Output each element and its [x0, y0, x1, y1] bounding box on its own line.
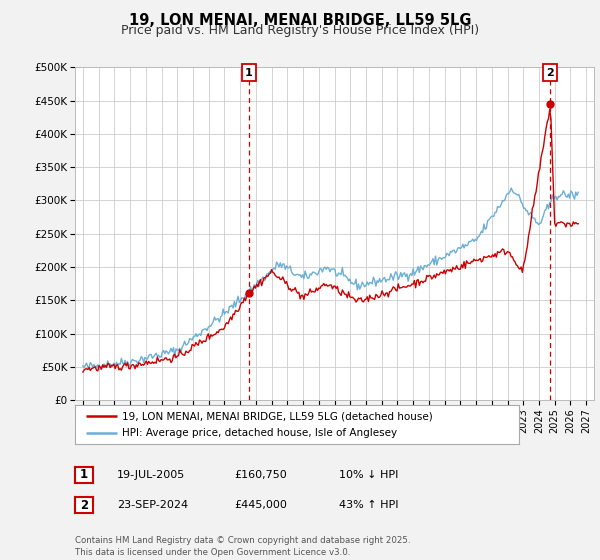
Text: 2: 2: [80, 498, 88, 512]
Text: Contains HM Land Registry data © Crown copyright and database right 2025.
This d: Contains HM Land Registry data © Crown c…: [75, 536, 410, 557]
Text: £445,000: £445,000: [234, 500, 287, 510]
Text: 1: 1: [80, 468, 88, 482]
Text: 23-SEP-2024: 23-SEP-2024: [117, 500, 188, 510]
Text: 10% ↓ HPI: 10% ↓ HPI: [339, 470, 398, 480]
Text: HPI: Average price, detached house, Isle of Anglesey: HPI: Average price, detached house, Isle…: [122, 428, 397, 438]
Text: 19, LON MENAI, MENAI BRIDGE, LL59 5LG (detached house): 19, LON MENAI, MENAI BRIDGE, LL59 5LG (d…: [122, 411, 433, 421]
Text: 19-JUL-2005: 19-JUL-2005: [117, 470, 185, 480]
Text: £160,750: £160,750: [234, 470, 287, 480]
Text: 43% ↑ HPI: 43% ↑ HPI: [339, 500, 398, 510]
Text: 2: 2: [547, 68, 554, 77]
Text: Price paid vs. HM Land Registry's House Price Index (HPI): Price paid vs. HM Land Registry's House …: [121, 24, 479, 37]
Text: 1: 1: [245, 68, 253, 77]
Text: 19, LON MENAI, MENAI BRIDGE, LL59 5LG: 19, LON MENAI, MENAI BRIDGE, LL59 5LG: [129, 13, 471, 28]
